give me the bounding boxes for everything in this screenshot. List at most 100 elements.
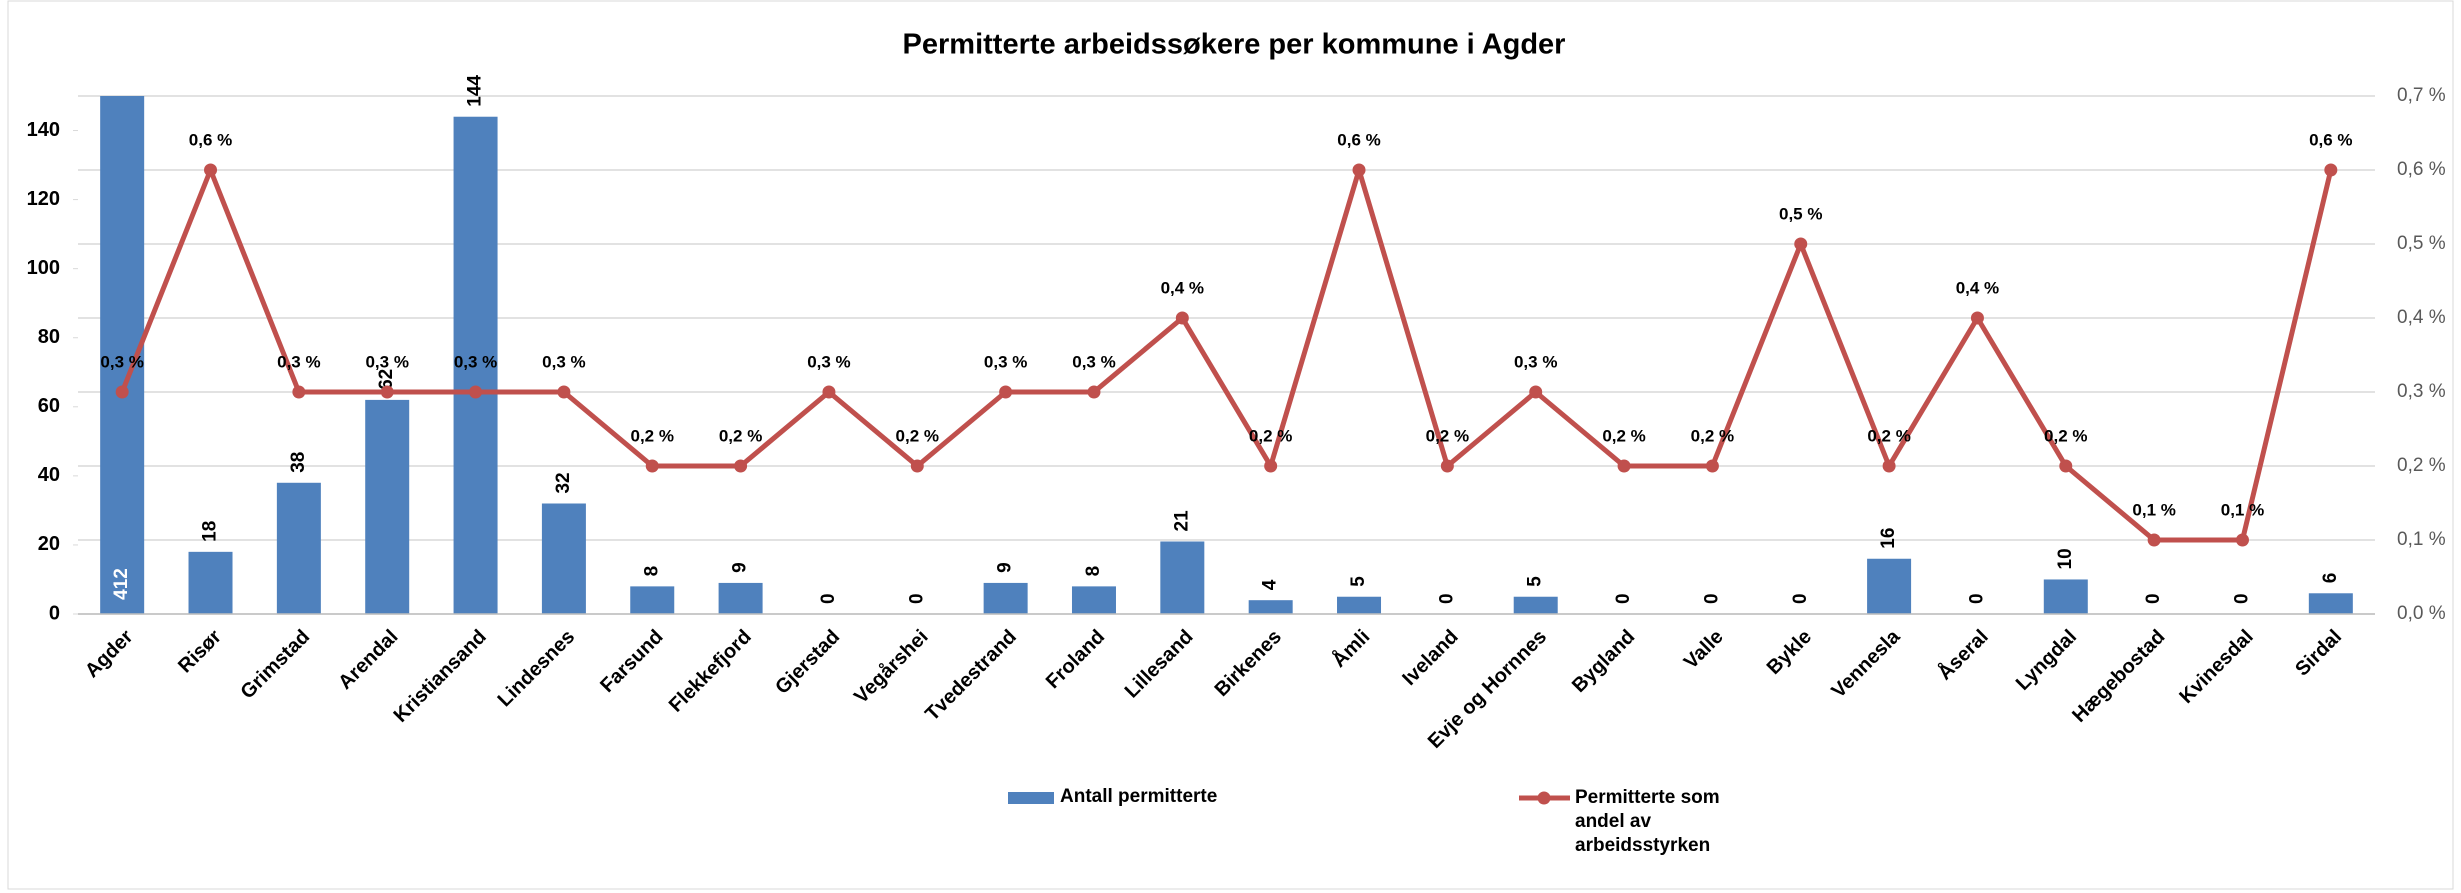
bar-value-label: 9 — [995, 562, 1016, 573]
line-value-label: 0,3 % — [100, 352, 143, 371]
line-point — [1175, 311, 1189, 325]
line-value-label: 0,2 % — [896, 426, 939, 445]
line-value-label: 0,2 % — [1691, 426, 1734, 445]
chart-border — [7, 0, 2454, 890]
bar-value-label: 4 — [1260, 579, 1281, 590]
line-point — [204, 163, 218, 177]
line-point — [1970, 311, 1984, 325]
line-value-label: 0,2 % — [1249, 426, 1292, 445]
bar-value-label: 32 — [553, 472, 574, 493]
line-value-label: 0,3 % — [277, 352, 320, 371]
line-point — [2059, 459, 2073, 473]
line-value-label: 0,3 % — [542, 352, 585, 371]
y-tick-label: 20 — [38, 533, 60, 555]
line-value-label: 0,2 % — [1426, 426, 1469, 445]
bar — [1160, 541, 1205, 614]
y2-tick-label: 0,6 % — [2397, 159, 2446, 180]
bar-value-label: 0 — [1966, 593, 1987, 604]
bar-value-label: 0 — [1613, 593, 1634, 604]
line-point — [115, 385, 129, 399]
y-tick-label: 40 — [38, 464, 60, 486]
line-value-label: 0,6 % — [1337, 130, 1380, 149]
bar-value-label: 8 — [641, 566, 662, 577]
line-point — [734, 459, 748, 473]
y2-tick-label: 0,2 % — [2397, 455, 2446, 476]
chart-title: Permitterte arbeidssøkere per kommune i … — [903, 29, 1566, 61]
line-value-label: 0,6 % — [2309, 130, 2352, 149]
line-point — [1617, 459, 1631, 473]
y2-tick-label: 0,3 % — [2397, 381, 2446, 402]
legend-label: Permitterte som andel av arbeidsstyrken — [1575, 787, 1720, 856]
y-tick-label: 100 — [27, 257, 60, 279]
line-value-label: 0,2 % — [1602, 426, 1645, 445]
legend-swatch — [1537, 791, 1551, 805]
bar-value-label: 62 — [376, 369, 397, 390]
bar — [541, 503, 586, 614]
line-value-label: 0,3 % — [454, 352, 497, 371]
line-value-label: 0,2 % — [719, 426, 762, 445]
line-value-label: 0,5 % — [1779, 204, 1822, 223]
line-value-label: 0,4 % — [1956, 278, 1999, 297]
legend-swatch — [1008, 792, 1054, 804]
line-point — [1352, 163, 1366, 177]
bar — [2043, 579, 2088, 614]
bar-value-label: 16 — [1878, 528, 1899, 549]
bar-value-label: 21 — [1171, 510, 1192, 532]
bar-value-label: 0 — [1701, 593, 1722, 604]
line-point — [1794, 237, 1808, 251]
bar — [2308, 593, 2353, 614]
bar — [1337, 596, 1382, 614]
bar-value-label: 8 — [1083, 566, 1104, 577]
y-tick-label: 80 — [38, 326, 60, 348]
line-point — [469, 385, 483, 399]
y-tick-label: 140 — [27, 119, 60, 141]
line-value-label: 0,2 % — [2044, 426, 2087, 445]
bar — [365, 399, 410, 614]
y2-tick-label: 0,5 % — [2397, 233, 2446, 254]
line-value-label: 0,6 % — [189, 130, 232, 149]
bar-value-label: 18 — [200, 521, 221, 542]
bar-value-label: 0 — [906, 593, 927, 604]
bar-value-label: 5 — [1348, 576, 1369, 587]
line-point — [645, 459, 659, 473]
line-point — [910, 459, 924, 473]
line-value-label: 0,3 % — [984, 352, 1027, 371]
line-point — [2324, 163, 2338, 177]
line-value-label: 0,3 % — [365, 352, 408, 371]
bar-value-label: 0 — [2143, 593, 2164, 604]
line-point — [1087, 385, 1101, 399]
line-value-label: 0,4 % — [1161, 278, 1204, 297]
bar — [1867, 558, 1912, 614]
line-point — [2235, 533, 2249, 547]
bar — [718, 582, 763, 614]
legend-label: Antall permitterte — [1060, 786, 1218, 807]
line-point — [380, 385, 394, 399]
bar-value-label: 0 — [2231, 593, 2252, 604]
line-point — [1440, 459, 1454, 473]
bar-value-label: 38 — [288, 452, 309, 473]
bar-value-label: 6 — [2320, 573, 2341, 584]
bar-value-label: 5 — [1525, 576, 1546, 587]
bar-value-label: 412 — [111, 568, 132, 600]
line-value-label: 0,3 % — [1514, 352, 1557, 371]
y2-tick-label: 0,0 % — [2397, 603, 2446, 624]
bar-value-label: 0 — [818, 593, 839, 604]
bar — [188, 551, 233, 614]
line-point — [292, 385, 306, 399]
y-tick-label: 120 — [27, 188, 60, 210]
bar-value-label: 144 — [465, 75, 486, 107]
line-point — [1264, 459, 1278, 473]
bar-value-label: 9 — [730, 562, 751, 573]
line-value-label: 0,2 % — [1867, 426, 1910, 445]
bar — [453, 116, 498, 614]
line-point — [1705, 459, 1719, 473]
line-point — [557, 385, 571, 399]
bar — [1248, 600, 1293, 614]
line-point — [2147, 533, 2161, 547]
bar-value-label: 10 — [2055, 548, 2076, 569]
line-point — [1529, 385, 1543, 399]
y-tick-label: 60 — [38, 395, 60, 417]
bar — [1071, 586, 1116, 614]
line — [119, 167, 2334, 543]
